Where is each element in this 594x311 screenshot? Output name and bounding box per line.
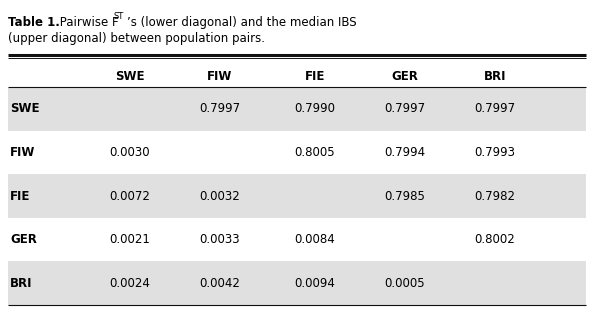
Text: FIE: FIE	[305, 69, 325, 82]
Bar	[8, 174, 586, 218]
Text: ’s (lower diagonal) and the median IBS: ’s (lower diagonal) and the median IBS	[127, 16, 356, 29]
Text: Table 1.: Table 1.	[8, 16, 60, 29]
Text: 0.0094: 0.0094	[295, 277, 336, 290]
Text: 0.0042: 0.0042	[200, 277, 241, 290]
Text: 0.8005: 0.8005	[295, 146, 335, 159]
Text: 0.7997: 0.7997	[200, 102, 241, 115]
Text: 0.7997: 0.7997	[475, 102, 516, 115]
Text: 0.8002: 0.8002	[475, 233, 516, 246]
Text: GER: GER	[391, 69, 418, 82]
Text: 0.7994: 0.7994	[384, 146, 425, 159]
Text: 0.0033: 0.0033	[200, 233, 241, 246]
Bar	[8, 87, 586, 131]
Text: 0.7982: 0.7982	[475, 189, 516, 202]
Text: 0.0024: 0.0024	[109, 277, 150, 290]
Text: 0.0084: 0.0084	[295, 233, 336, 246]
Text: 0.7990: 0.7990	[295, 102, 336, 115]
Text: 0.0072: 0.0072	[109, 189, 150, 202]
Text: (upper diagonal) between population pairs.: (upper diagonal) between population pair…	[8, 32, 265, 45]
Text: 0.7985: 0.7985	[384, 189, 425, 202]
Text: FIE: FIE	[10, 189, 30, 202]
Text: BRI: BRI	[10, 277, 33, 290]
Text: 0.0005: 0.0005	[385, 277, 425, 290]
Text: FIW: FIW	[207, 69, 233, 82]
Text: SWE: SWE	[115, 69, 145, 82]
Text: ST: ST	[114, 12, 124, 21]
Text: 0.0030: 0.0030	[110, 146, 150, 159]
Text: Pairwise F: Pairwise F	[56, 16, 119, 29]
Text: 0.7997: 0.7997	[384, 102, 425, 115]
Text: 0.0021: 0.0021	[109, 233, 150, 246]
Text: 0.7993: 0.7993	[475, 146, 516, 159]
Text: SWE: SWE	[10, 102, 39, 115]
Text: FIW: FIW	[10, 146, 36, 159]
Bar	[8, 262, 586, 305]
Text: BRI: BRI	[484, 69, 506, 82]
Text: GER: GER	[10, 233, 37, 246]
Text: 0.0032: 0.0032	[200, 189, 241, 202]
